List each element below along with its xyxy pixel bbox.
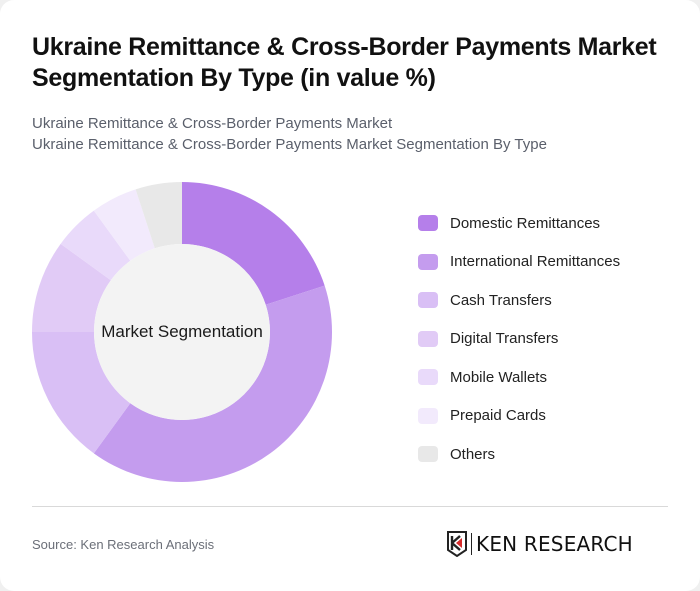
legend-item[interactable]: Prepaid Cards: [418, 397, 620, 436]
donut-segment[interactable]: [32, 332, 131, 454]
legend-label: Digital Transfers: [450, 330, 559, 348]
ken-research-logo: KEN RESEARCH: [447, 530, 633, 558]
legend-item[interactable]: Digital Transfers: [418, 320, 620, 359]
footer-divider: [32, 506, 668, 507]
donut-segment[interactable]: [135, 182, 182, 249]
logo-separator: [471, 533, 472, 555]
legend-label: Others: [450, 445, 496, 463]
subtitle-line-2: Ukraine Remittance & Cross-Border Paymen…: [32, 136, 547, 153]
source-note: Source: Ken Research Analysis: [32, 537, 215, 552]
legend-label: Mobile Wallets: [450, 368, 547, 386]
legend-label: Prepaid Cards: [450, 407, 546, 425]
donut-hole: [94, 244, 270, 420]
legend-label: Cash Transfers: [450, 291, 552, 309]
legend-swatch: [418, 330, 438, 347]
chart-legend: Domestic Remittances International Remit…: [418, 204, 620, 474]
legend-label: Domestic Remittances: [450, 214, 601, 232]
ken-shield-icon: [447, 531, 467, 557]
donut-chart: Market Segmentation: [30, 180, 334, 484]
legend-item[interactable]: Others: [418, 435, 620, 474]
legend-swatch: [418, 446, 438, 463]
legend-swatch: [418, 292, 438, 309]
donut-segment[interactable]: [93, 189, 155, 261]
logo-wordmark: KEN RESEARCH: [476, 532, 633, 556]
legend-swatch: [418, 369, 438, 386]
donut-segment[interactable]: [60, 210, 131, 281]
chart-subtitle: Ukraine Remittance & Cross-Border Paymen…: [32, 113, 547, 155]
donut-segment[interactable]: [182, 182, 325, 305]
subtitle-line-1: Ukraine Remittance & Cross-Border Paymen…: [32, 115, 393, 132]
legend-swatch: [418, 253, 438, 270]
legend-item[interactable]: Domestic Remittances: [418, 204, 620, 243]
legend-label: International Remittances: [450, 253, 621, 271]
legend-item[interactable]: International Remittances: [418, 243, 620, 282]
donut-segment[interactable]: [93, 285, 333, 482]
donut-svg: [32, 182, 333, 482]
legend-item[interactable]: Cash Transfers: [418, 281, 620, 320]
legend-swatch: [418, 215, 438, 232]
legend-item[interactable]: Mobile Wallets: [418, 358, 620, 397]
donut-segment[interactable]: [32, 243, 111, 332]
legend-swatch: [418, 407, 438, 424]
chart-title: Ukraine Remittance & Cross-Border Paymen…: [32, 33, 657, 92]
